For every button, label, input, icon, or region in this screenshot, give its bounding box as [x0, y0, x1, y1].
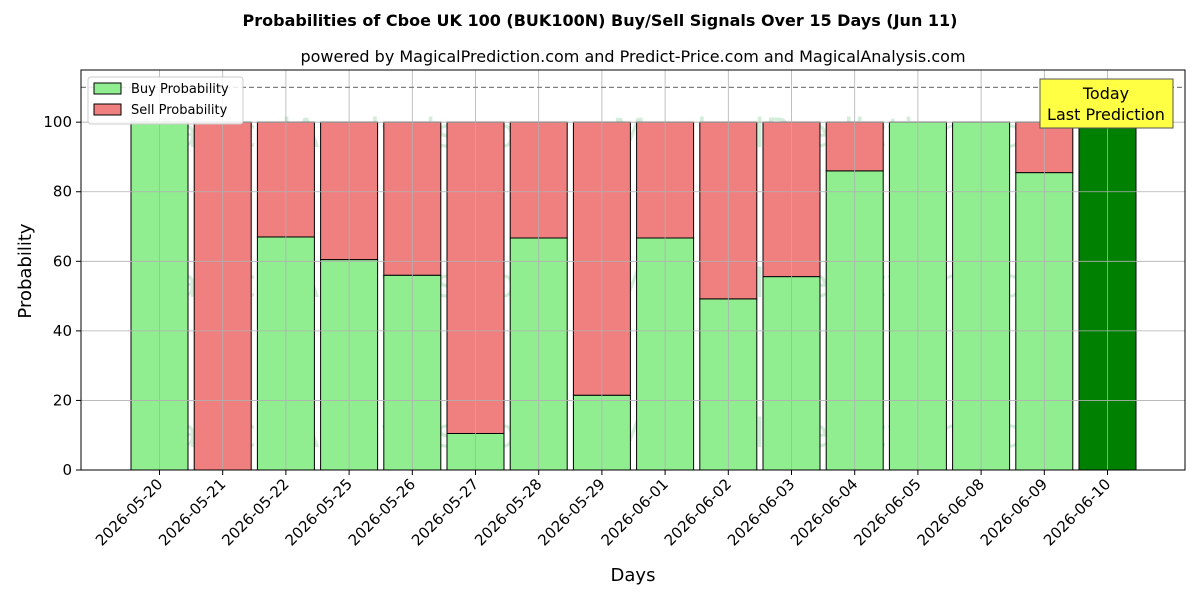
x-tick-label: 2026-06-10 — [1040, 475, 1114, 549]
x-tick-label: 2026-06-01 — [598, 475, 672, 549]
x-axis-label: Days — [611, 565, 656, 586]
legend: Buy Probability Sell Probability — [87, 76, 244, 125]
chart-subtitle: powered by MagicalPrediction.com and Pre… — [300, 47, 965, 66]
x-tick-label: 2026-06-09 — [977, 475, 1051, 549]
x-tick-label: 2026-05-28 — [471, 475, 545, 549]
legend-box — [87, 76, 244, 125]
plot-area: MagicalAnalysis.comMagicalPrediction.com… — [43, 69, 1186, 549]
legend-label: Buy Probability — [131, 82, 229, 97]
legend-label: Sell Probability — [131, 103, 228, 118]
x-tick-label: 2026-06-05 — [850, 475, 924, 549]
x-tick-label: 2026-06-08 — [914, 475, 988, 549]
x-tick-label: 2026-05-22 — [218, 475, 292, 549]
x-tick-label: 2026-06-02 — [661, 475, 735, 549]
y-tick-label: 40 — [53, 322, 72, 340]
legend-swatch — [93, 103, 122, 116]
annotation-line1: Today — [1082, 84, 1129, 103]
y-tick-label: 0 — [62, 461, 72, 479]
chart-title: Probabilities of Cboe UK 100 (BUK100N) B… — [243, 11, 958, 30]
today-annotation: Today Last Prediction — [1039, 78, 1174, 129]
x-tick-label: 2026-05-27 — [408, 475, 482, 549]
annotation-box — [1039, 78, 1174, 129]
y-tick-label: 20 — [53, 391, 72, 409]
y-tick-label: 60 — [53, 252, 72, 270]
x-tick-label: 2026-05-26 — [345, 475, 419, 549]
y-axis-label: Probability — [15, 223, 36, 318]
x-tick-label: 2026-05-25 — [282, 475, 356, 549]
plot-frame — [80, 69, 1186, 471]
x-tick-label: 2026-06-04 — [787, 475, 861, 549]
y-tick-label: 80 — [53, 183, 72, 201]
x-tick-label: 2026-05-21 — [155, 475, 229, 549]
x-tick-label: 2026-06-03 — [724, 475, 798, 549]
x-tick-label: 2026-05-20 — [92, 475, 166, 549]
x-tick-label: 2026-05-29 — [534, 475, 608, 549]
annotation-line2: Last Prediction — [1047, 105, 1165, 124]
legend-swatch — [93, 82, 122, 95]
y-tick-label: 100 — [43, 113, 72, 131]
